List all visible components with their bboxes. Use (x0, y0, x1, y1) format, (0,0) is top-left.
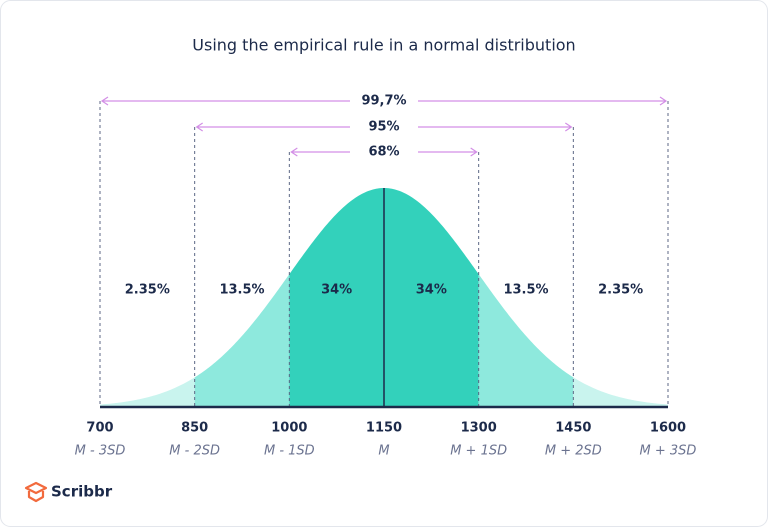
interval-arrow (195, 122, 573, 132)
x-sublabel: M - 2SD (169, 444, 220, 459)
region-label: 13.5% (503, 283, 548, 298)
logo-icon (24, 481, 48, 503)
region-label: 13.5% (219, 283, 264, 298)
x-sublabel: M + 3SD (640, 444, 697, 459)
region (478, 274, 574, 407)
x-sublabel: M (378, 444, 389, 459)
interval-arrow (290, 147, 478, 157)
interval-label: 99,7% (361, 94, 406, 109)
x-tick-label: 1600 (650, 421, 686, 436)
x-sublabel: M + 1SD (450, 444, 507, 459)
logo-text: Scribbr (51, 483, 113, 501)
region-label: 34% (321, 283, 352, 298)
x-tick-label: 850 (181, 421, 208, 436)
interval-arrow (100, 96, 668, 106)
region (573, 377, 668, 407)
region-label: 2.35% (598, 283, 643, 298)
x-tick-label: 1300 (461, 421, 497, 436)
region (100, 377, 195, 407)
logo: Scribbr (24, 481, 113, 503)
x-tick-label: 700 (86, 421, 113, 436)
region (289, 188, 384, 407)
chart-title: Using the empirical rule in a normal dis… (192, 36, 575, 55)
region-label: 34% (416, 283, 447, 298)
region-label: 2.35% (125, 283, 170, 298)
x-sublabel: M - 1SD (264, 444, 315, 459)
x-sublabel: M - 3SD (75, 444, 126, 459)
interval-label: 95% (368, 120, 399, 135)
x-tick-label: 1000 (271, 421, 307, 436)
x-tick-label: 1150 (366, 421, 402, 436)
x-tick-label: 1450 (555, 421, 591, 436)
x-sublabel: M + 2SD (545, 444, 602, 459)
region (194, 274, 290, 407)
interval-label: 68% (368, 145, 399, 160)
region (384, 188, 479, 407)
